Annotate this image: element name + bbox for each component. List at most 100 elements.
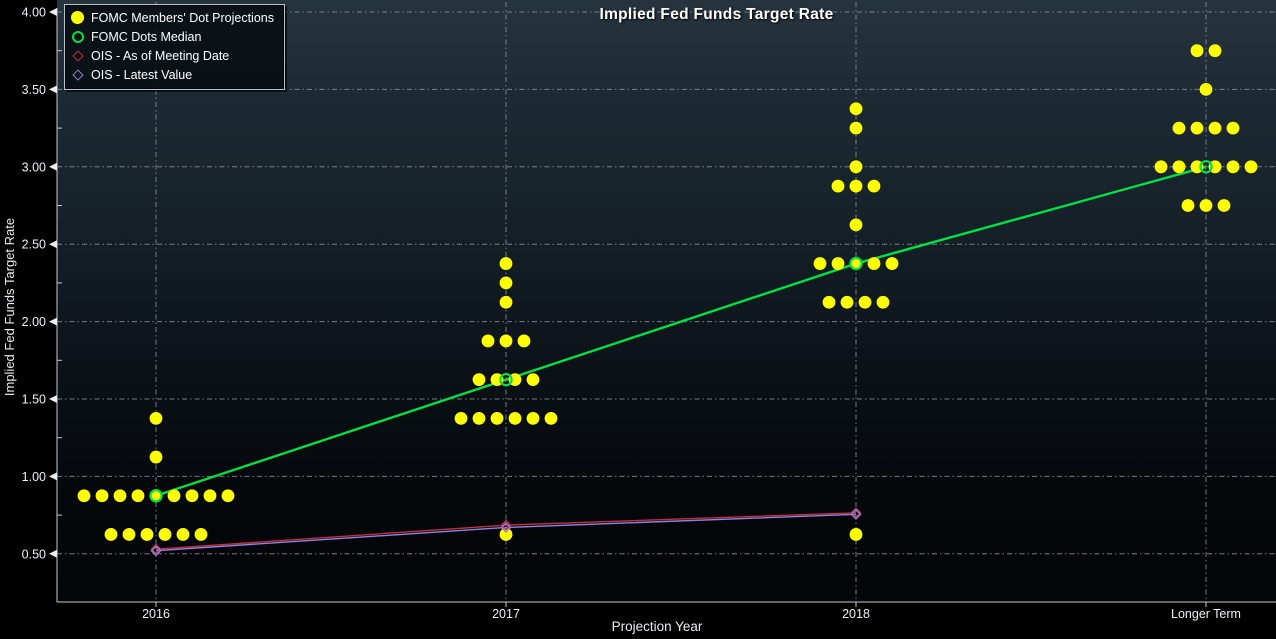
fomc-dot [499, 528, 513, 541]
y-tick-label: 3.00 [22, 160, 46, 174]
ois-meeting-marker [500, 519, 512, 531]
legend-label: FOMC Dots Median [91, 29, 202, 44]
y-tick-label: 1.00 [22, 470, 46, 484]
fomc-dot [499, 276, 513, 290]
fomc-dot [1190, 121, 1204, 135]
legend-item-3[interactable]: OIS - Latest Value [70, 65, 274, 84]
median-marker [1199, 160, 1213, 174]
y-tick-label: 2.00 [22, 315, 46, 329]
fomc-dot [876, 295, 890, 309]
legend-label: OIS - As of Meeting Date [91, 48, 230, 63]
median-marker [149, 489, 163, 503]
y-tick-label: 0.50 [22, 547, 46, 561]
fomc-dot [203, 489, 217, 503]
fomc-dot [472, 373, 486, 387]
fomc-dot [185, 489, 199, 503]
legend-items: FOMC Members' Dot Projections FOMC Dots M… [70, 8, 274, 84]
chart-title: Implied Fed Funds Target Rate [599, 6, 834, 23]
fomc-dot [1226, 160, 1240, 174]
fomc-dot [167, 489, 181, 503]
fomc-dot [158, 528, 172, 541]
legend-label: FOMC Members' Dot Projections [91, 10, 274, 25]
y-tick-arrow [49, 317, 57, 326]
fomc-dot [1190, 44, 1204, 58]
fomc-dot [1208, 44, 1222, 58]
median-marker [499, 372, 513, 387]
fomc-dot [499, 295, 513, 309]
fomc-dot [499, 334, 513, 348]
fomc-dot [176, 528, 190, 541]
fomc-dot [1199, 83, 1213, 96]
median-line [155, 165, 1207, 497]
y-tick-arrow [49, 8, 57, 16]
fomc-dot [526, 373, 540, 387]
fomc-dot [1181, 199, 1195, 212]
fomc-dot [867, 257, 881, 270]
ois-latest-marker [150, 545, 162, 557]
y-tick-label: 1.50 [22, 393, 46, 407]
fomc-dot [849, 121, 863, 135]
y-tick-arrow [49, 549, 57, 558]
median-marker [849, 256, 863, 271]
y-tick-arrow [49, 472, 57, 481]
open-circle-icon [70, 30, 85, 43]
fomc-dot [822, 295, 836, 309]
ois-meeting-marker [850, 507, 862, 519]
fomc-dot [1172, 160, 1186, 174]
fomc-dot [499, 257, 513, 270]
fomc-dot [1226, 121, 1240, 135]
y-tick-label: 4.00 [22, 6, 46, 20]
x-tick-label: 2017 [492, 607, 520, 621]
fomc-dot [1217, 199, 1231, 212]
ois-meeting-line [155, 512, 857, 550]
fomc-dot [221, 489, 235, 503]
fomc-dot [490, 411, 504, 425]
fomc-dot [517, 334, 531, 348]
fomc-dot [77, 489, 91, 503]
fomc-dot [194, 528, 208, 541]
legend-item-1[interactable]: FOMC Dots Median [70, 27, 274, 46]
fomc-dot [95, 489, 109, 503]
fomc-dot [104, 528, 118, 541]
fomc-dot [849, 528, 863, 541]
legend-label: OIS - Latest Value [91, 67, 193, 82]
axes: 0.50 1.00 1.50 2.00 2.50 3.00 3.50 4.00 2016 2017… [22, 6, 1276, 621]
y-axis-title: Implied Fed Funds Target Rate [2, 217, 17, 397]
fomc-dot [454, 411, 468, 425]
y-tick-arrow [49, 240, 57, 249]
fomc-dot [113, 489, 127, 503]
fomc-dot [149, 450, 163, 464]
fomc-dot [526, 411, 540, 425]
legend-item-2[interactable]: OIS - As of Meeting Date [70, 46, 274, 65]
fomc-dot [481, 334, 495, 348]
x-axis-title: Projection Year [611, 619, 703, 634]
fomc-dot [885, 257, 899, 270]
open-diamond-icon [70, 68, 85, 81]
filled-circle-icon [70, 11, 85, 24]
fomc-dot [131, 489, 145, 503]
open-diamond-icon [70, 49, 85, 62]
fomc-dot [508, 411, 522, 425]
fomc-dot [849, 218, 863, 232]
x-tick-label: 2016 [142, 607, 170, 621]
fomc-dot [849, 179, 863, 193]
fomc-dot [1208, 121, 1222, 135]
fomc-dot-projections [77, 44, 1258, 541]
y-tick-label: 2.50 [22, 238, 46, 252]
fomc-dot [849, 102, 863, 116]
fomc-dot [149, 411, 163, 425]
legend-item-0[interactable]: FOMC Members' Dot Projections [70, 8, 274, 27]
y-tick-label: 3.50 [22, 83, 46, 97]
fomc-dot [840, 295, 854, 309]
ois-meeting-marker [150, 543, 162, 555]
fomc-dot [140, 528, 154, 541]
fomc-dot [849, 160, 863, 174]
fomc-dot [1154, 160, 1168, 174]
ois-latest-marker [500, 521, 512, 533]
y-tick-arrow [49, 162, 57, 171]
fomc-dot [1199, 199, 1213, 212]
plot-background [57, 0, 1276, 602]
fomc-dot [1244, 160, 1258, 174]
